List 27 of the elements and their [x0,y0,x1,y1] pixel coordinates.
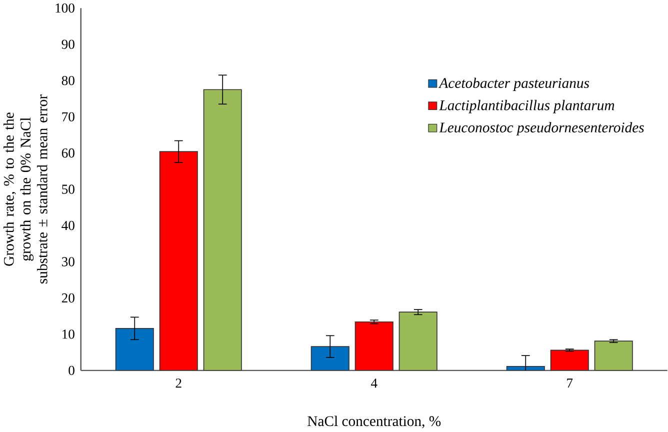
x-tick-label: 7 [567,378,573,388]
y-tick-label: 80 [62,76,74,86]
legend-label: Lactiplantibacillus plantarum [439,100,614,114]
bar [203,89,242,371]
y-axis-title: Growth rate, % to the the growth on the 0% NaCl substrate ± standard mean error [3,94,48,284]
bar [594,340,633,371]
y-tick-label: 10 [62,330,74,339]
y-tick-label: 20 [62,294,74,303]
bar [115,328,154,371]
x-axis-title: NaCl concentration, % [308,416,441,428]
legend-label: Leuconostoc pseudornesenteroides [439,122,644,136]
x-tick-label: 4 [370,378,378,388]
y-tick-label: 70 [62,112,74,122]
y-tick-label: 0 [68,366,74,376]
x-tick-label: 2 [176,378,182,388]
y-tick-label: 100 [56,4,74,13]
y-tick-label: 90 [62,40,74,50]
bar [159,151,198,371]
bar [550,350,589,371]
y-tick-label: 50 [62,184,74,194]
bar [398,312,438,371]
legend-label: Acetobacter pasteurianus [438,78,590,92]
y-tick-label: 60 [62,148,74,158]
y-tick-label: 40 [62,221,74,230]
y-tick-label: 30 [62,257,74,266]
bar [354,322,394,371]
bar [310,346,350,371]
